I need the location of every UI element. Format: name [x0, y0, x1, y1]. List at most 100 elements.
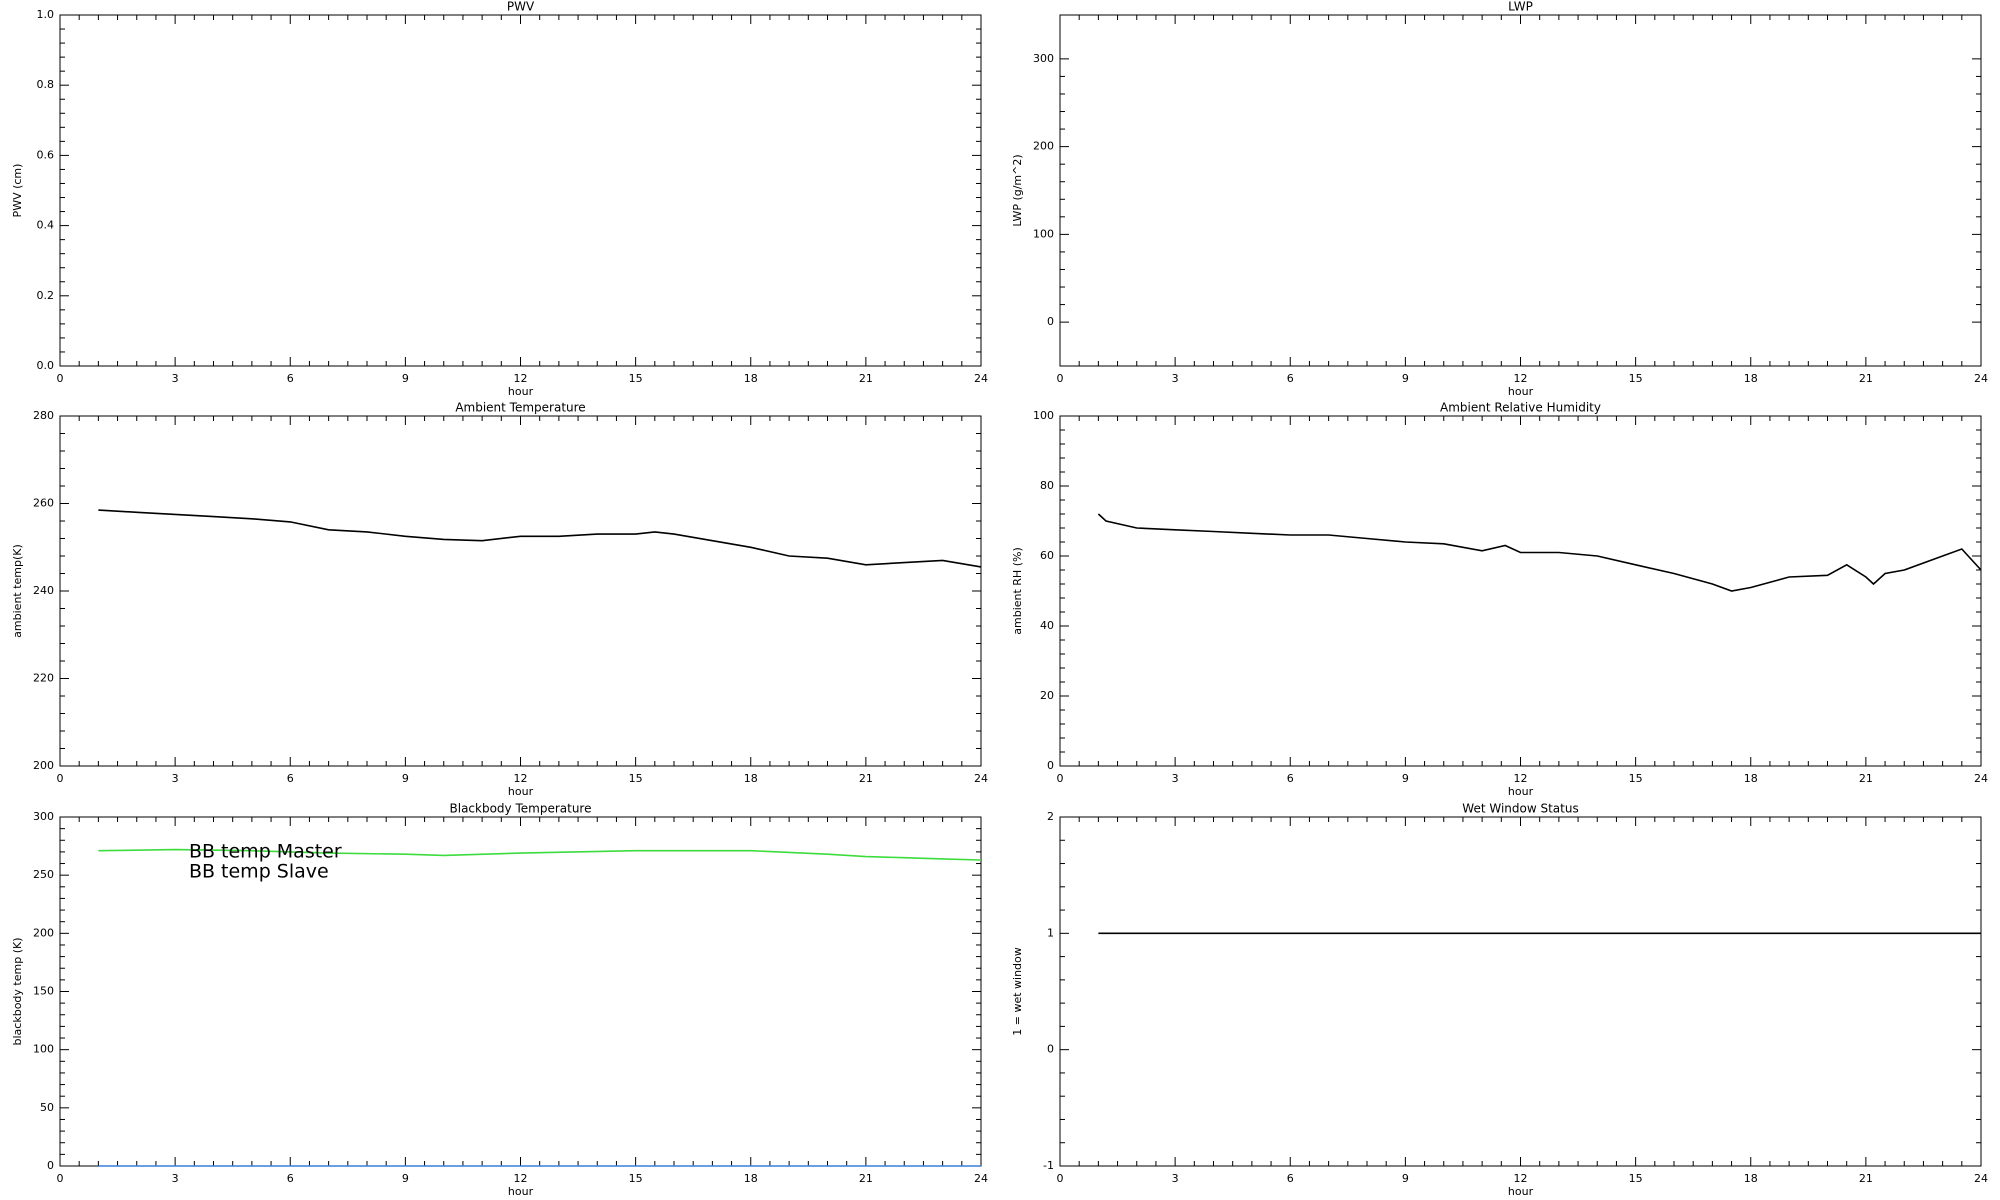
x-tick-label: 18: [744, 1172, 758, 1185]
x-tick-label: 12: [514, 372, 528, 385]
x-tick-label: 15: [1629, 772, 1643, 785]
y-tick-label: 0.2: [37, 289, 55, 302]
x-tick-label: 3: [172, 772, 179, 785]
series-line: [98, 848, 982, 861]
x-tick-label: 9: [402, 372, 409, 385]
y-axis-label: 1 = wet window: [1011, 947, 1024, 1036]
y-tick-label: 2: [1047, 810, 1054, 823]
y-tick-label: 240: [33, 584, 54, 597]
x-tick-label: 15: [629, 372, 643, 385]
x-tick-label: 21: [859, 372, 873, 385]
x-tick-label: 18: [1744, 372, 1758, 385]
x-tick-label: 18: [1744, 772, 1758, 785]
x-tick-label: 18: [1744, 1172, 1758, 1185]
x-tick-label: 24: [974, 372, 988, 385]
x-axis-label: hour: [1508, 1185, 1534, 1198]
y-tick-label: 0: [1047, 1043, 1054, 1056]
series-line: [1097, 513, 1982, 592]
y-tick-label: 220: [33, 672, 54, 685]
chart-title: Blackbody Temperature: [450, 802, 592, 816]
x-tick-label: 12: [514, 772, 528, 785]
x-tick-label: 24: [974, 772, 988, 785]
plot-frame: [59, 415, 982, 767]
x-tick-label: 24: [1974, 1172, 1988, 1185]
y-tick-label: 0.6: [37, 148, 55, 161]
y-tick-label: 60: [1040, 549, 1054, 562]
x-tick-label: 18: [744, 772, 758, 785]
x-axis-label: hour: [1508, 785, 1534, 798]
x-tick-label: 3: [172, 372, 179, 385]
x-tick-label: 3: [172, 1172, 179, 1185]
x-tick-label: 21: [1859, 772, 1873, 785]
x-tick-label: 6: [287, 772, 294, 785]
chart-title: Ambient Relative Humidity: [1440, 401, 1601, 415]
x-tick-label: 15: [1629, 372, 1643, 385]
x-tick-label: 18: [744, 372, 758, 385]
chart-title: LWP: [1508, 0, 1533, 14]
x-axis-label: hour: [508, 785, 534, 798]
x-tick-label: 3: [1172, 772, 1179, 785]
chart-title: PWV: [507, 0, 535, 14]
y-tick-label: 260: [33, 497, 54, 510]
y-axis-label: LWP (g/m^2): [1011, 154, 1024, 226]
y-tick-label: 20: [1040, 689, 1054, 702]
x-tick-label: 0: [57, 372, 64, 385]
x-tick-label: 12: [1514, 372, 1528, 385]
y-tick-label: 0.8: [37, 78, 55, 91]
x-tick-label: 3: [1172, 1172, 1179, 1185]
x-tick-label: 9: [402, 772, 409, 785]
x-axis-label: hour: [508, 1185, 534, 1198]
y-tick-label: 50: [40, 1101, 54, 1114]
y-tick-label: 200: [33, 926, 54, 939]
y-tick-label: 0.0: [37, 359, 55, 372]
y-tick-label: 300: [1033, 52, 1054, 65]
x-tick-label: 15: [1629, 1172, 1643, 1185]
x-tick-label: 24: [974, 1172, 988, 1185]
y-tick-label: 100: [33, 1043, 54, 1056]
y-tick-label: 150: [33, 985, 54, 998]
x-tick-label: 12: [1514, 1172, 1528, 1185]
y-tick-label: -1: [1043, 1159, 1054, 1172]
y-tick-label: 280: [33, 409, 54, 422]
y-tick-label: 0: [47, 1159, 54, 1172]
x-tick-label: 21: [1859, 372, 1873, 385]
plot-frame: [59, 14, 982, 367]
x-tick-label: 12: [514, 1172, 528, 1185]
y-tick-label: 250: [33, 868, 54, 881]
x-tick-label: 0: [1057, 772, 1064, 785]
y-tick-label: 200: [33, 759, 54, 772]
x-tick-label: 6: [287, 1172, 294, 1185]
y-tick-label: 40: [1040, 619, 1054, 632]
x-tick-label: 21: [1859, 1172, 1873, 1185]
x-axis-label: hour: [1508, 385, 1534, 398]
x-tick-label: 9: [1402, 1172, 1409, 1185]
x-tick-label: 9: [1402, 772, 1409, 785]
x-tick-label: 15: [629, 1172, 643, 1185]
x-tick-label: 0: [57, 772, 64, 785]
y-tick-label: 300: [33, 810, 54, 823]
x-tick-label: 15: [629, 772, 643, 785]
y-tick-label: 0: [1047, 759, 1054, 772]
x-tick-label: 21: [859, 1172, 873, 1185]
legend-label: BB temp Slave: [189, 860, 329, 882]
series-line: [98, 509, 982, 568]
plot-frame: [1059, 816, 1982, 1167]
plot-frame: [1059, 14, 1982, 367]
x-tick-label: 24: [1974, 772, 1988, 785]
y-tick-label: 200: [1033, 140, 1054, 153]
x-tick-label: 24: [1974, 372, 1988, 385]
y-axis-label: PWV (cm): [11, 164, 24, 218]
legend-label: BB temp Master: [189, 840, 342, 862]
x-tick-label: 6: [287, 372, 294, 385]
y-axis-label: blackbody temp (K): [11, 938, 24, 1046]
x-tick-label: 3: [1172, 372, 1179, 385]
x-tick-label: 0: [1057, 372, 1064, 385]
x-tick-label: 6: [1287, 772, 1294, 785]
x-tick-label: 12: [1514, 772, 1528, 785]
plot-frame: [1059, 415, 1982, 767]
x-tick-label: 6: [1287, 1172, 1294, 1185]
x-tick-label: 0: [57, 1172, 64, 1185]
x-tick-label: 6: [1287, 372, 1294, 385]
